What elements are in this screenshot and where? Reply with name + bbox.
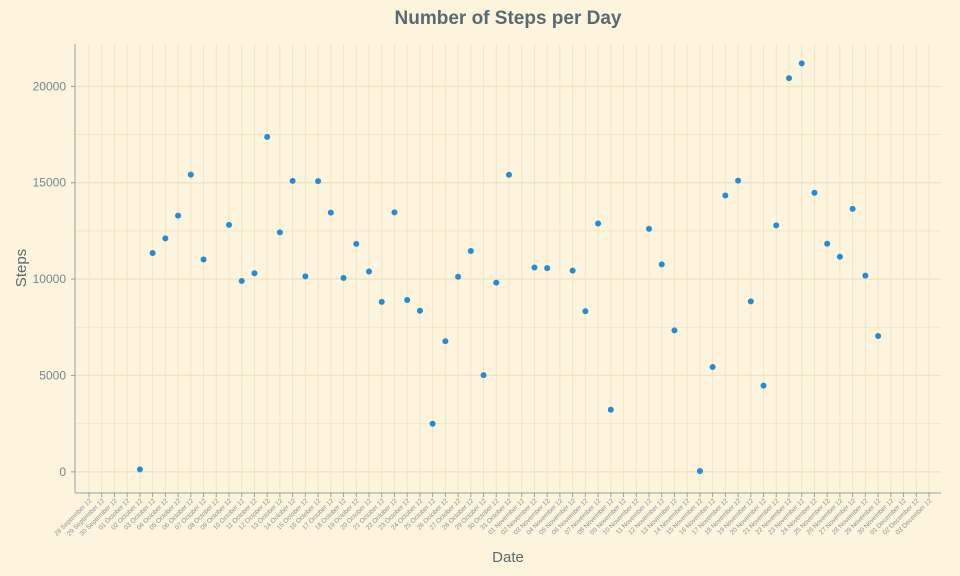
data-point xyxy=(187,171,194,178)
data-point xyxy=(786,75,792,82)
data-point xyxy=(849,205,856,212)
data-point xyxy=(238,278,245,285)
data-point xyxy=(582,308,589,315)
data-point xyxy=(696,468,703,475)
y-tick-label: 5000 xyxy=(39,368,66,382)
data-point xyxy=(595,220,602,227)
data-point xyxy=(264,133,271,140)
data-point xyxy=(455,273,462,280)
data-point xyxy=(480,372,487,379)
grid-lines xyxy=(75,44,941,493)
data-point xyxy=(162,235,169,242)
data-point xyxy=(467,248,474,255)
data-point xyxy=(175,212,182,219)
chart-title: Number of Steps per Day xyxy=(395,8,622,29)
data-point xyxy=(735,177,742,184)
data-point xyxy=(824,240,831,247)
data-point xyxy=(327,209,334,216)
data-point xyxy=(544,265,551,272)
data-point xyxy=(340,275,347,282)
data-point xyxy=(875,333,882,340)
data-point xyxy=(646,225,652,232)
y-axis-title: Steps xyxy=(13,249,30,287)
data-point xyxy=(569,267,576,274)
y-tick-label: 15000 xyxy=(33,176,67,190)
axes xyxy=(71,44,941,497)
data-point xyxy=(798,60,805,67)
data-point xyxy=(709,363,716,370)
y-tick-labels: 0 5000 10000 15000 20000 xyxy=(33,79,67,478)
data-point xyxy=(391,209,398,216)
data-point xyxy=(200,256,207,263)
data-point xyxy=(811,189,818,196)
data-point xyxy=(722,192,729,199)
data-point xyxy=(493,279,500,286)
data-point xyxy=(149,250,156,257)
data-point xyxy=(315,178,322,185)
data-point xyxy=(251,270,258,277)
data-point xyxy=(378,298,385,305)
data-point xyxy=(506,171,512,178)
data-point xyxy=(226,221,232,228)
data-point xyxy=(136,466,143,473)
data-point xyxy=(353,240,360,247)
data-point xyxy=(366,268,372,275)
y-tick-label: 0 xyxy=(59,465,66,479)
y-tick-label: 20000 xyxy=(33,79,67,93)
data-point xyxy=(862,272,869,279)
data-point xyxy=(416,307,423,314)
data-point xyxy=(429,420,436,427)
data-point xyxy=(302,273,309,280)
data-point xyxy=(658,261,665,268)
data-point xyxy=(404,296,411,303)
data-point xyxy=(760,382,767,389)
data-point xyxy=(607,406,614,413)
data-point xyxy=(671,327,678,334)
y-tick-label: 10000 xyxy=(33,272,67,286)
data-point xyxy=(442,338,449,345)
data-points xyxy=(136,60,882,475)
data-point xyxy=(747,298,754,305)
plot-background xyxy=(75,44,941,493)
x-axis-title: Date xyxy=(492,549,524,566)
data-point xyxy=(276,229,283,236)
data-point xyxy=(531,264,538,271)
data-point xyxy=(836,253,843,260)
data-point xyxy=(773,222,780,229)
data-point xyxy=(289,177,296,184)
